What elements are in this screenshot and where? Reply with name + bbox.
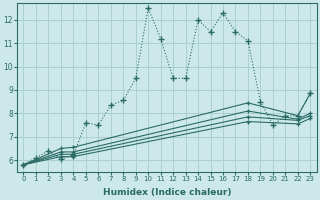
X-axis label: Humidex (Indice chaleur): Humidex (Indice chaleur) <box>103 188 231 197</box>
